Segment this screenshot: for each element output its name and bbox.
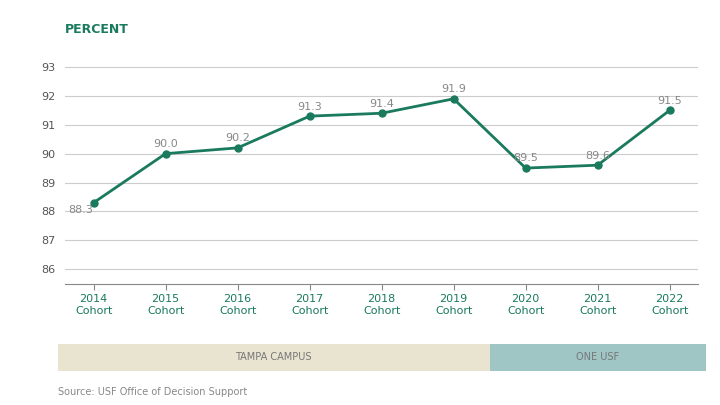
Text: 89.5: 89.5: [513, 153, 538, 164]
Text: 91.5: 91.5: [657, 96, 682, 106]
Text: ONE USF: ONE USF: [576, 352, 619, 362]
Text: 88.3: 88.3: [68, 205, 93, 215]
Text: 91.4: 91.4: [369, 99, 394, 109]
Text: 91.3: 91.3: [297, 102, 322, 111]
Text: 90.0: 90.0: [153, 139, 178, 149]
Text: Source: USF Office of Decision Support: Source: USF Office of Decision Support: [58, 387, 247, 397]
Text: 89.6: 89.6: [585, 151, 610, 160]
Text: TAMPA CAMPUS: TAMPA CAMPUS: [235, 352, 312, 362]
Text: 90.2: 90.2: [225, 133, 250, 143]
Text: 91.9: 91.9: [441, 84, 466, 94]
Text: PERCENT: PERCENT: [65, 23, 129, 36]
